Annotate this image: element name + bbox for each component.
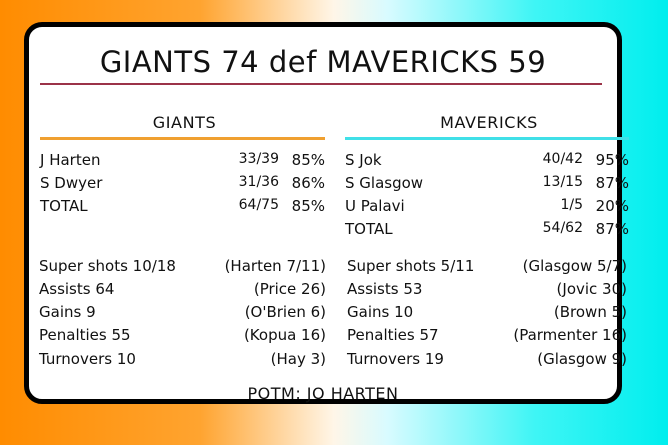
team-stat-label: Gains 10 <box>347 303 414 321</box>
shooter-name: TOTAL <box>345 220 393 238</box>
team-stat-row: Assists 64 (Price 26) <box>39 280 326 302</box>
team-stat-label: Assists 64 <box>39 280 115 298</box>
shooter-name: S Dwyer <box>40 174 103 192</box>
team-stat-row: Assists 53 (Jovic 30) <box>347 280 627 302</box>
shooter-percentage: 85% <box>291 197 325 215</box>
player-of-the-match: POTM: JO HARTEN <box>247 384 399 403</box>
shooter-goals: 33/39 <box>238 151 279 167</box>
shooter-row: S Dwyer 31/36 86% <box>40 174 325 196</box>
team-stat-label: Super shots 5/11 <box>347 257 475 275</box>
team-heading-giants: GIANTS <box>152 113 217 132</box>
team-stat-leader: (Parmenter 16) <box>513 326 627 344</box>
team-stat-label: Super shots 10/18 <box>39 257 176 275</box>
team-stat-row: Penalties 55 (Kopua 16) <box>39 326 326 348</box>
shooter-total-row: TOTAL 64/75 85% <box>40 197 325 219</box>
team-rule-mavericks <box>345 137 629 140</box>
team-stat-row: Gains 10 (Brown 5) <box>347 303 627 325</box>
shooter-percentage: 20% <box>595 197 629 215</box>
team-stat-leader: (Harten 7/11) <box>224 257 326 275</box>
team-stat-row: Penalties 57 (Parmenter 16) <box>347 326 627 348</box>
team-stat-leader: (Kopua 16) <box>243 326 326 344</box>
team-stat-leader: (Jovic 30) <box>556 280 627 298</box>
shooter-percentage: 86% <box>291 174 325 192</box>
team-stat-row: Super shots 5/11 (Glasgow 5/7) <box>347 257 627 279</box>
shooter-percentage: 87% <box>595 174 629 192</box>
title-divider <box>40 83 602 85</box>
shooter-goals: 31/36 <box>238 174 279 190</box>
shooter-name: S Glasgow <box>345 174 424 192</box>
shooter-name: U Palavi <box>345 197 405 215</box>
team-stat-label: Assists 53 <box>347 280 423 298</box>
team-stat-label: Penalties 55 <box>39 326 131 344</box>
shooter-percentage: 95% <box>595 151 629 169</box>
shooter-percentage: 87% <box>595 220 629 238</box>
shooter-row: S Glasgow 13/15 87% <box>345 174 629 196</box>
shooter-row: J Harten 33/39 85% <box>40 151 325 173</box>
team-stat-leader: (Brown 5) <box>553 303 627 321</box>
shooter-goals: 13/15 <box>542 174 583 190</box>
team-stat-label: Gains 9 <box>39 303 96 321</box>
scorecard: GIANTS 74 def MAVERICKS 59 GIANTS J Hart… <box>24 22 629 404</box>
team-stat-label: Penalties 57 <box>347 326 439 344</box>
shooter-total-row: TOTAL 54/62 87% <box>345 220 629 242</box>
team-stat-row: Turnovers 10 (Hay 3) <box>39 350 326 372</box>
team-stat-leader: (Glasgow 5/7) <box>522 257 627 275</box>
team-stat-leader: (Price 26) <box>253 280 326 298</box>
shooter-name: J Harten <box>40 151 101 169</box>
team-rule-giants <box>40 137 325 140</box>
shooter-name: S Jok <box>345 151 382 169</box>
team-stat-label: Turnovers 10 <box>39 350 136 368</box>
headline: GIANTS 74 def MAVERICKS 59 <box>99 45 547 79</box>
team-stat-row: Super shots 10/18 (Harten 7/11) <box>39 257 326 279</box>
shooter-goals: 40/42 <box>542 151 583 167</box>
team-stat-row: Gains 9 (O'Brien 6) <box>39 303 326 325</box>
team-stat-leader: (Hay 3) <box>270 350 326 368</box>
shooter-goals: 1/5 <box>560 197 583 213</box>
team-stat-leader: (Glasgow 9) <box>537 350 627 368</box>
team-stat-row: Turnovers 19 (Glasgow 9) <box>347 350 627 372</box>
shooter-percentage: 85% <box>291 151 325 169</box>
shooter-goals: 64/75 <box>238 197 279 213</box>
team-heading-mavericks: MAVERICKS <box>440 113 538 132</box>
team-stat-leader: (O'Brien 6) <box>244 303 326 321</box>
shooter-goals: 54/62 <box>542 220 583 236</box>
team-stat-label: Turnovers 19 <box>347 350 444 368</box>
shooter-name: TOTAL <box>40 197 88 215</box>
shooter-row: U Palavi 1/5 20% <box>345 197 629 219</box>
shooter-row: S Jok 40/42 95% <box>345 151 629 173</box>
